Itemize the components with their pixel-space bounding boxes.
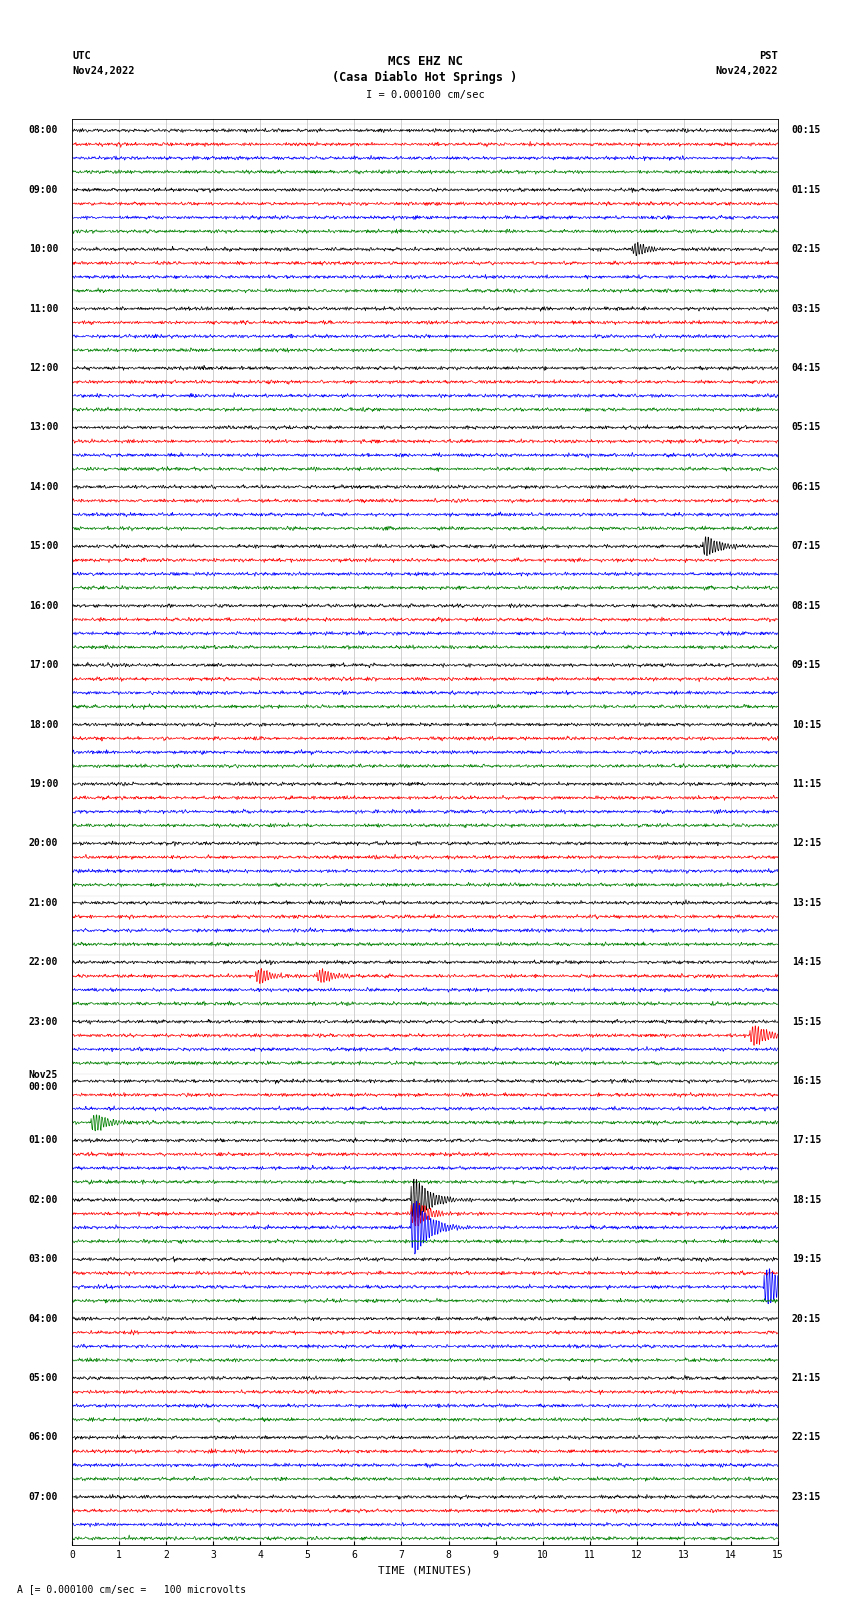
Text: 09:00: 09:00	[29, 185, 58, 195]
Text: 04:00: 04:00	[29, 1313, 58, 1324]
Text: 01:00: 01:00	[29, 1136, 58, 1145]
Text: 23:00: 23:00	[29, 1016, 58, 1026]
Text: 08:15: 08:15	[792, 600, 821, 611]
Text: 23:15: 23:15	[792, 1492, 821, 1502]
Text: 09:15: 09:15	[792, 660, 821, 669]
Text: 11:00: 11:00	[29, 303, 58, 313]
Text: 18:00: 18:00	[29, 719, 58, 729]
Text: 20:15: 20:15	[792, 1313, 821, 1324]
Text: 16:00: 16:00	[29, 600, 58, 611]
Text: 05:00: 05:00	[29, 1373, 58, 1382]
Text: 13:15: 13:15	[792, 898, 821, 908]
Text: 10:00: 10:00	[29, 244, 58, 255]
Text: 03:00: 03:00	[29, 1255, 58, 1265]
Text: 12:15: 12:15	[792, 839, 821, 848]
Text: 07:00: 07:00	[29, 1492, 58, 1502]
Text: 00:15: 00:15	[792, 126, 821, 135]
Text: 17:15: 17:15	[792, 1136, 821, 1145]
Text: 08:00: 08:00	[29, 126, 58, 135]
Text: 02:00: 02:00	[29, 1195, 58, 1205]
Text: 01:15: 01:15	[792, 185, 821, 195]
Text: I = 0.000100 cm/sec: I = 0.000100 cm/sec	[366, 90, 484, 100]
X-axis label: TIME (MINUTES): TIME (MINUTES)	[377, 1566, 473, 1576]
Text: 12:00: 12:00	[29, 363, 58, 373]
Text: Nov24,2022: Nov24,2022	[72, 66, 135, 76]
Text: 06:15: 06:15	[792, 482, 821, 492]
Text: 04:15: 04:15	[792, 363, 821, 373]
Text: 02:15: 02:15	[792, 244, 821, 255]
Text: 14:15: 14:15	[792, 957, 821, 968]
Text: 07:15: 07:15	[792, 542, 821, 552]
Text: 21:15: 21:15	[792, 1373, 821, 1382]
Text: (Casa Diablo Hot Springs ): (Casa Diablo Hot Springs )	[332, 71, 518, 84]
Text: 11:15: 11:15	[792, 779, 821, 789]
Text: 15:00: 15:00	[29, 542, 58, 552]
Text: UTC: UTC	[72, 52, 91, 61]
Text: 19:15: 19:15	[792, 1255, 821, 1265]
Text: 10:15: 10:15	[792, 719, 821, 729]
Text: MCS EHZ NC: MCS EHZ NC	[388, 55, 462, 68]
Text: Nov25
00:00: Nov25 00:00	[29, 1069, 58, 1092]
Text: 16:15: 16:15	[792, 1076, 821, 1086]
Text: 05:15: 05:15	[792, 423, 821, 432]
Text: 15:15: 15:15	[792, 1016, 821, 1026]
Text: 18:15: 18:15	[792, 1195, 821, 1205]
Text: 17:00: 17:00	[29, 660, 58, 669]
Text: 22:15: 22:15	[792, 1432, 821, 1442]
Text: 20:00: 20:00	[29, 839, 58, 848]
Text: 14:00: 14:00	[29, 482, 58, 492]
Text: 21:00: 21:00	[29, 898, 58, 908]
Text: 03:15: 03:15	[792, 303, 821, 313]
Text: 22:00: 22:00	[29, 957, 58, 968]
Text: PST: PST	[759, 52, 778, 61]
Text: 06:00: 06:00	[29, 1432, 58, 1442]
Text: Nov24,2022: Nov24,2022	[715, 66, 778, 76]
Text: A [= 0.000100 cm/sec =   100 microvolts: A [= 0.000100 cm/sec = 100 microvolts	[17, 1584, 246, 1594]
Text: 19:00: 19:00	[29, 779, 58, 789]
Text: 13:00: 13:00	[29, 423, 58, 432]
